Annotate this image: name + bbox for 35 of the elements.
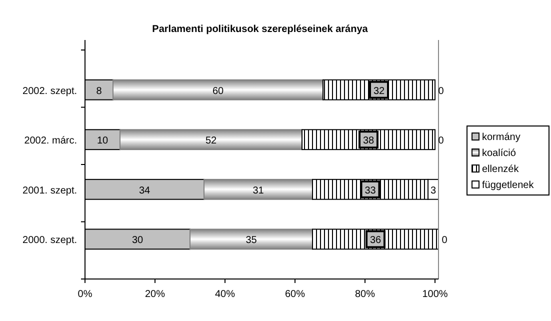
x-tick-label: 40% xyxy=(214,289,236,300)
bar xyxy=(120,129,302,150)
x-tick-label: 100% xyxy=(422,289,448,300)
bar xyxy=(204,178,313,200)
data-label: 60 xyxy=(212,86,224,97)
chart-title: Parlamenti politikusok szerepléseinek aránya xyxy=(152,24,368,35)
data-label: 38 xyxy=(362,136,374,147)
legend-label: ellenzék xyxy=(482,164,520,175)
legend-label: koalíció xyxy=(482,148,516,159)
y-tick-label: 2002. márc. xyxy=(24,136,77,147)
x-tick-label: 20% xyxy=(144,289,166,300)
data-label: 8 xyxy=(96,86,102,97)
data-label: 31 xyxy=(252,185,264,196)
data-label: 0 xyxy=(442,235,448,246)
y-tick-label: 2001. szept. xyxy=(22,185,77,196)
legend-label: függetlenek xyxy=(482,180,535,191)
data-label: 36 xyxy=(370,235,382,246)
data-label: 3 xyxy=(430,185,436,196)
data-label: 52 xyxy=(205,136,217,147)
y-tick-label: 2000. szept. xyxy=(22,235,77,246)
data-label: 0 xyxy=(438,136,444,147)
data-label: 34 xyxy=(138,185,150,196)
bar xyxy=(190,228,313,250)
legend-label: kormány xyxy=(482,132,520,143)
x-tick-label: 60% xyxy=(284,289,306,300)
bar xyxy=(112,79,324,100)
data-label: 32 xyxy=(373,86,385,97)
data-label: 10 xyxy=(96,136,108,147)
x-tick-label: 0% xyxy=(78,289,92,300)
data-label: 33 xyxy=(364,185,376,196)
data-label: 0 xyxy=(438,86,444,97)
data-label: 30 xyxy=(132,235,144,246)
data-label: 35 xyxy=(246,235,258,246)
y-tick-label: 2002. szept. xyxy=(22,86,77,97)
x-tick-label: 80% xyxy=(354,289,376,300)
